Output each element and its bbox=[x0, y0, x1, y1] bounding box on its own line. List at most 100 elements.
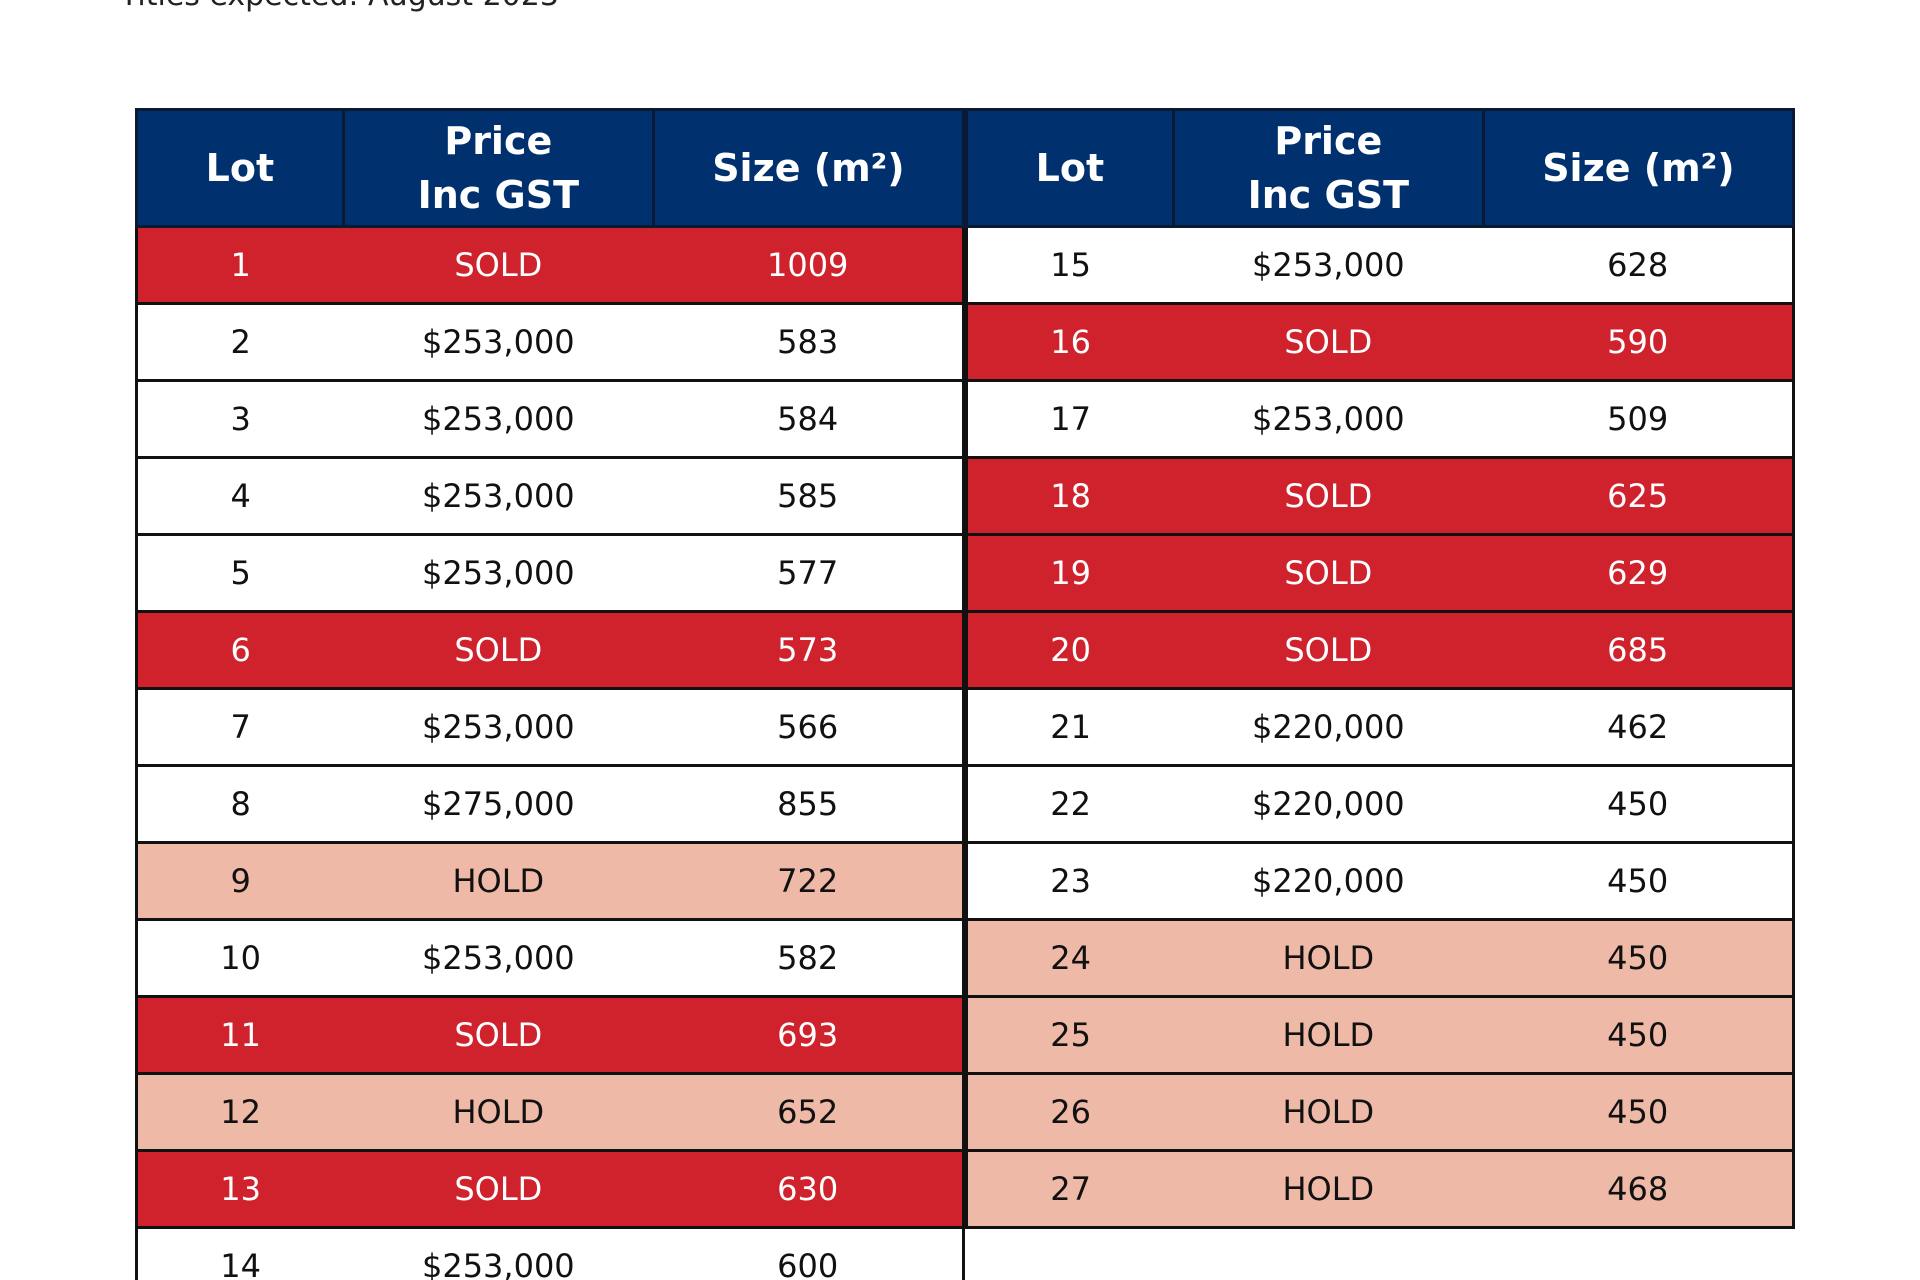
price: HOLD bbox=[1173, 1149, 1484, 1229]
price: SOLD bbox=[343, 995, 654, 1075]
lot-table: Lot Price Inc GST Size (m²) 15 $253,000 628 16… bbox=[965, 108, 1796, 1229]
price: SOLD bbox=[343, 225, 654, 305]
price: $253,000 bbox=[343, 302, 654, 382]
price: HOLD bbox=[343, 1072, 654, 1152]
size: 583 bbox=[653, 302, 966, 382]
lot-number: 15 bbox=[965, 225, 1174, 305]
size: 573 bbox=[653, 610, 966, 690]
lot-number: 26 bbox=[965, 1072, 1174, 1152]
price: HOLD bbox=[1173, 918, 1484, 998]
size: 630 bbox=[653, 1149, 966, 1229]
size: 450 bbox=[1483, 1072, 1796, 1152]
size: 590 bbox=[1483, 302, 1796, 382]
price: $220,000 bbox=[1173, 687, 1484, 767]
lot-number: 8 bbox=[135, 764, 344, 844]
column-header: Size (m²) bbox=[1481, 108, 1796, 228]
price: SOLD bbox=[1173, 302, 1484, 382]
lot-number: 24 bbox=[965, 918, 1174, 998]
price: HOLD bbox=[343, 841, 654, 921]
lot-number: 13 bbox=[135, 1149, 344, 1229]
lot-number: 10 bbox=[135, 918, 344, 998]
lot-number: 23 bbox=[965, 841, 1174, 921]
table-head: Lot Price Inc GST Size (m²) bbox=[135, 108, 966, 228]
lot-row: 25 HOLD 450 bbox=[965, 995, 1796, 1075]
column-header: Price Inc GST bbox=[1171, 108, 1485, 228]
size: 1009 bbox=[653, 225, 966, 305]
table-body: 1 SOLD 1009 2 $253,000 583 3 $253,000 584 4 $253,0… bbox=[135, 225, 966, 1280]
price: SOLD bbox=[343, 1149, 654, 1229]
size: 566 bbox=[653, 687, 966, 767]
lot-number: 7 bbox=[135, 687, 344, 767]
price: SOLD bbox=[1173, 610, 1484, 690]
price: $275,000 bbox=[343, 764, 654, 844]
price: $253,000 bbox=[343, 533, 654, 613]
lot-row: 23 $220,000 450 bbox=[965, 841, 1796, 921]
lot-number: 27 bbox=[965, 1149, 1174, 1229]
lot-number: 12 bbox=[135, 1072, 344, 1152]
price: $253,000 bbox=[343, 456, 654, 536]
price: SOLD bbox=[1173, 456, 1484, 536]
price: HOLD bbox=[1173, 995, 1484, 1075]
column-header: Lot bbox=[965, 108, 1175, 228]
lot-number: 19 bbox=[965, 533, 1174, 613]
lot-number: 3 bbox=[135, 379, 344, 459]
subtitle: Titles expected: August 2023 bbox=[120, 0, 559, 13]
price: SOLD bbox=[343, 610, 654, 690]
size: 628 bbox=[1483, 225, 1796, 305]
lot-row: 7 $253,000 566 bbox=[135, 687, 966, 767]
lot-number: 25 bbox=[965, 995, 1174, 1075]
lot-row: 12 HOLD 652 bbox=[135, 1072, 966, 1152]
lot-number: 21 bbox=[965, 687, 1174, 767]
size: 625 bbox=[1483, 456, 1796, 536]
lot-number: 2 bbox=[135, 302, 344, 382]
lot-row: 2 $253,000 583 bbox=[135, 302, 966, 382]
lot-row: 15 $253,000 628 bbox=[965, 225, 1796, 305]
size: 450 bbox=[1483, 995, 1796, 1075]
lot-number: 18 bbox=[965, 456, 1174, 536]
lot-table: Lot Price Inc GST Size (m²) 1 SOLD 1009 2 $253,… bbox=[135, 108, 966, 1280]
size: 685 bbox=[1483, 610, 1796, 690]
lot-row: 4 $253,000 585 bbox=[135, 456, 966, 536]
size: 450 bbox=[1483, 918, 1796, 998]
column-header: Size (m²) bbox=[651, 108, 966, 228]
lot-number: 6 bbox=[135, 610, 344, 690]
column-header: Lot bbox=[135, 108, 345, 228]
header-row: Lot Price Inc GST Size (m²) bbox=[135, 108, 966, 228]
size: 585 bbox=[653, 456, 966, 536]
size: 722 bbox=[653, 841, 966, 921]
lot-row: 6 SOLD 573 bbox=[135, 610, 966, 690]
price: $253,000 bbox=[1173, 225, 1484, 305]
size: 468 bbox=[1483, 1149, 1796, 1229]
size: 693 bbox=[653, 995, 966, 1075]
lot-row: 16 SOLD 590 bbox=[965, 302, 1796, 382]
lot-number: 4 bbox=[135, 456, 344, 536]
lot-number: 17 bbox=[965, 379, 1174, 459]
size: 577 bbox=[653, 533, 966, 613]
lot-row: 26 HOLD 450 bbox=[965, 1072, 1796, 1152]
lot-number: 14 bbox=[135, 1226, 344, 1280]
size: 652 bbox=[653, 1072, 966, 1152]
size: 462 bbox=[1483, 687, 1796, 767]
lot-row: 17 $253,000 509 bbox=[965, 379, 1796, 459]
lot-number: 20 bbox=[965, 610, 1174, 690]
size: 450 bbox=[1483, 764, 1796, 844]
lot-number: 1 bbox=[135, 225, 344, 305]
lot-row: 9 HOLD 722 bbox=[135, 841, 966, 921]
lot-row: 22 $220,000 450 bbox=[965, 764, 1796, 844]
lot-row: 13 SOLD 630 bbox=[135, 1149, 966, 1229]
lot-number: 22 bbox=[965, 764, 1174, 844]
lot-row: 14 $253,000 600 bbox=[135, 1226, 966, 1280]
size: 855 bbox=[653, 764, 966, 844]
column-header: Price Inc GST bbox=[341, 108, 655, 228]
lot-row: 20 SOLD 685 bbox=[965, 610, 1796, 690]
size: 584 bbox=[653, 379, 966, 459]
price: $253,000 bbox=[343, 1226, 654, 1280]
price: $253,000 bbox=[1173, 379, 1484, 459]
size: 582 bbox=[653, 918, 966, 998]
price: $253,000 bbox=[343, 687, 654, 767]
price: HOLD bbox=[1173, 1072, 1484, 1152]
price: $220,000 bbox=[1173, 841, 1484, 921]
lot-number: 9 bbox=[135, 841, 344, 921]
lot-row: 8 $275,000 855 bbox=[135, 764, 966, 844]
